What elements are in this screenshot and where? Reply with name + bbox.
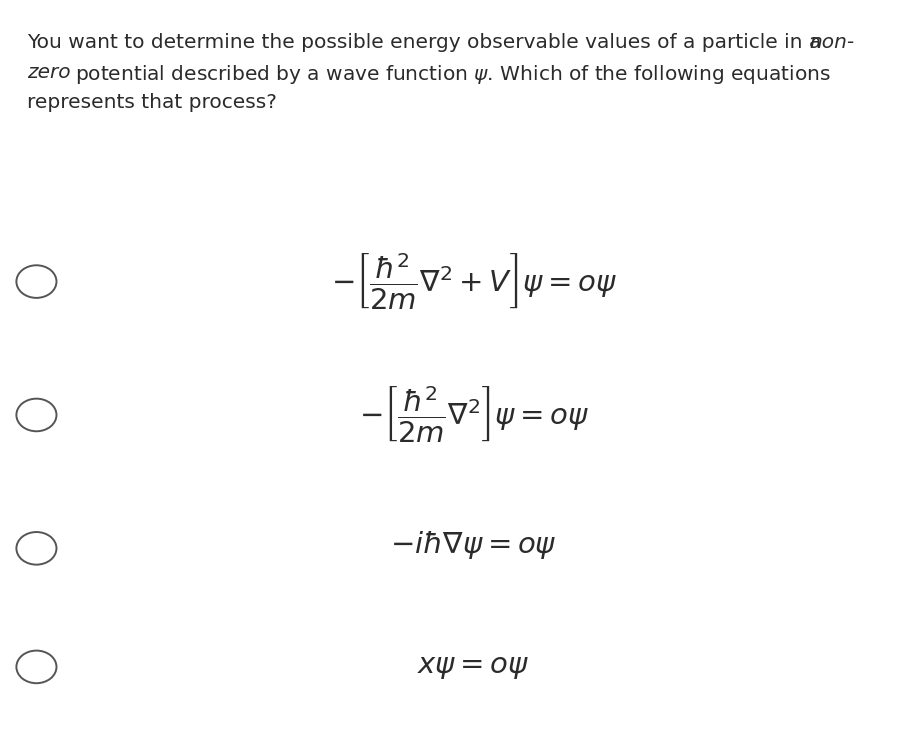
Text: potential described by a wave function $\psi$. Which of the following equations: potential described by a wave function $…: [75, 63, 830, 86]
Text: $-i\hbar\nabla\psi = o\psi$: $-i\hbar\nabla\psi = o\psi$: [391, 528, 557, 561]
Text: $x\psi = o\psi$: $x\psi = o\psi$: [417, 653, 530, 681]
Text: non-: non-: [809, 33, 855, 53]
Text: represents that process?: represents that process?: [27, 93, 277, 112]
Text: You want to determine the possible energy observable values of a particle in a: You want to determine the possible energ…: [27, 33, 828, 53]
Text: zero: zero: [27, 63, 71, 82]
Text: $-\left[\dfrac{\hbar^2}{2m}\nabla^2 + V\right]\psi = o\psi$: $-\left[\dfrac{\hbar^2}{2m}\nabla^2 + V\…: [331, 252, 617, 311]
Text: $-\left[\dfrac{\hbar^2}{2m}\nabla^2\right]\psi = o\psi$: $-\left[\dfrac{\hbar^2}{2m}\nabla^2\righ…: [359, 385, 589, 445]
